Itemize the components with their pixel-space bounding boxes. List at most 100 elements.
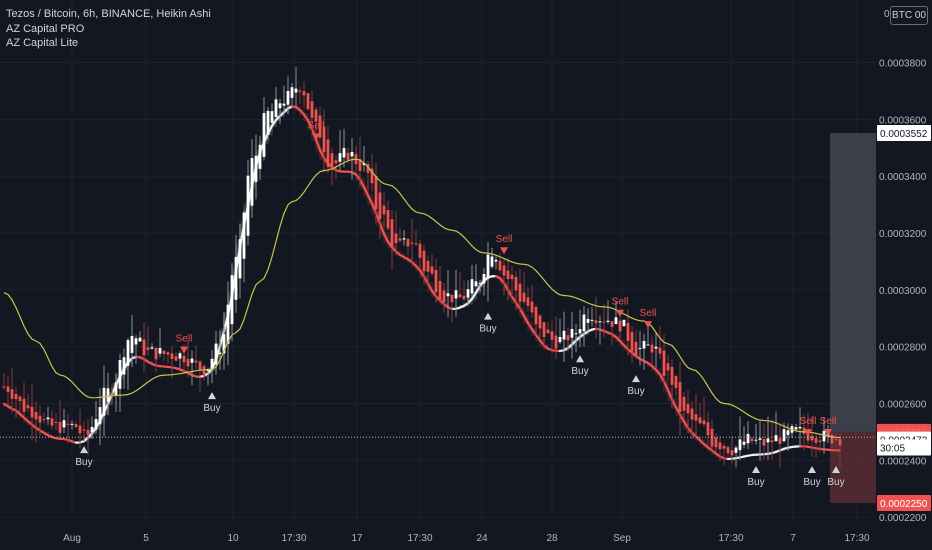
candle-body	[102, 387, 106, 416]
currency-prefix: 0.	[884, 9, 893, 20]
candle-body	[566, 335, 570, 341]
buy-label: Buy	[203, 403, 220, 414]
candle-body	[514, 276, 518, 291]
candle-body	[134, 338, 138, 345]
candle-body	[570, 328, 574, 338]
candle-body	[398, 238, 402, 241]
candle-body	[606, 320, 610, 322]
candle-body	[78, 425, 82, 434]
candle-body	[818, 440, 822, 443]
candle-body	[26, 405, 30, 409]
candle-body	[274, 99, 278, 118]
sell-marker	[824, 429, 832, 437]
candle-body	[498, 260, 502, 271]
candle-body	[142, 339, 146, 356]
candle-body	[622, 319, 626, 327]
candle-body	[610, 321, 614, 327]
candle-body	[718, 442, 722, 450]
candle-body	[10, 389, 14, 399]
candle-body	[74, 424, 78, 428]
candle-body	[246, 175, 250, 236]
price-tag-label: 0.0003552	[880, 129, 928, 140]
candle-body	[838, 439, 842, 446]
candle-body	[670, 366, 674, 385]
sell-marker	[616, 309, 624, 317]
candle-body	[334, 160, 338, 164]
candle-body	[586, 318, 590, 323]
candle-body	[234, 256, 238, 300]
candle-body	[474, 281, 478, 287]
price-axis[interactable]: 0.0002200 0.0002400 0.0002600 0.0002800 0.00…	[879, 59, 927, 525]
sell-label: Sell	[496, 234, 513, 245]
x-tick-label: Aug	[63, 533, 81, 544]
candle-body	[242, 212, 246, 259]
x-tick-label: 10	[227, 533, 239, 544]
candle-body	[154, 347, 158, 360]
candle-body	[458, 294, 462, 298]
x-tick-label: 5	[143, 533, 149, 544]
candle-body	[658, 347, 662, 354]
candle-body	[654, 346, 658, 349]
candle-body	[746, 434, 750, 444]
candle-body	[418, 243, 422, 258]
candle-body	[14, 393, 18, 400]
buy-marker	[832, 466, 840, 474]
candle-body	[510, 274, 514, 280]
candle-body	[750, 438, 754, 442]
price-tag-box	[877, 439, 931, 456]
candle-body	[694, 414, 698, 421]
candle-body	[582, 314, 586, 332]
candle-body	[326, 139, 330, 167]
indicator-bands	[0, 102, 844, 463]
candle-body	[366, 164, 370, 173]
candle-body	[186, 359, 190, 367]
indicator-az-capital-pro[interactable]: AZ Capital PRO	[6, 22, 85, 35]
candle-body	[54, 421, 58, 423]
candle-body	[302, 91, 306, 96]
indicator-az-capital-lite[interactable]: AZ Capital Lite	[6, 37, 79, 49]
candle-body	[774, 435, 778, 442]
candle-body	[542, 322, 546, 338]
candle-body	[310, 101, 314, 118]
x-tick-label: 7	[790, 533, 796, 544]
candle-body	[546, 329, 550, 334]
candle-body	[362, 163, 366, 166]
candle-body	[830, 434, 834, 444]
price-tag-label: 0.0002250	[880, 499, 928, 510]
candle-body	[638, 348, 642, 350]
candle-body	[18, 396, 22, 402]
projection-zone	[830, 132, 876, 503]
sell-label: Sell	[820, 416, 837, 427]
candle-body	[762, 439, 766, 446]
candle-body	[230, 275, 234, 325]
chart-legend: Tezos / Bitcoin, 6h, BINANCE, Heikin Ash…	[6, 7, 211, 51]
candle-body	[446, 293, 450, 297]
currency-button[interactable]: BTC 00	[890, 6, 928, 25]
candle-body	[594, 320, 598, 324]
candle-body	[814, 438, 818, 443]
candle-body	[442, 290, 446, 302]
x-tick-label: 17:30	[281, 533, 306, 544]
candle-body	[462, 295, 466, 300]
candle-body	[754, 439, 758, 441]
candle-body	[530, 301, 534, 313]
candle-body	[118, 360, 122, 389]
y-tick-label: 0.0002400	[879, 456, 927, 467]
candle-body	[338, 153, 342, 162]
candle-body	[802, 427, 806, 434]
candle-body	[630, 331, 634, 352]
candle-body	[266, 110, 270, 135]
time-axis[interactable]: Aug 5 10 17:30 17 17:30 24 28 Sep 17:30 7 17:30	[63, 533, 870, 544]
candle-body	[346, 152, 350, 160]
symbol-title[interactable]: Tezos / Bitcoin, 6h, BINANCE, Heikin Ash…	[6, 8, 211, 20]
buy-marker	[808, 466, 816, 474]
sell-marker	[312, 133, 320, 141]
candle-body	[810, 435, 814, 441]
x-tick-label: 17:30	[718, 533, 743, 544]
candle-body	[94, 418, 98, 430]
candle-body	[590, 319, 594, 321]
candle-body	[422, 250, 426, 272]
candle-body	[370, 168, 374, 184]
candle-body	[430, 266, 434, 274]
